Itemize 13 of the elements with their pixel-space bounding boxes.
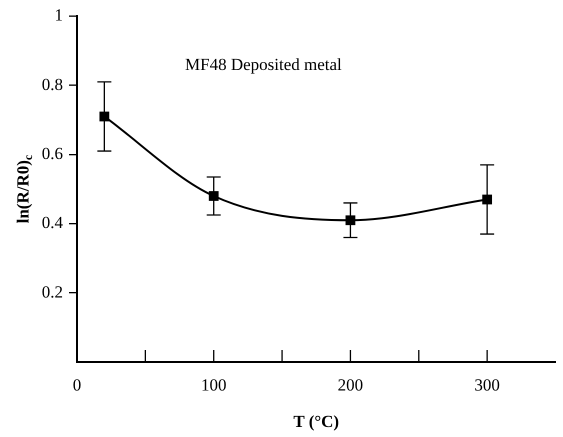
annotation: MF48 Deposited metal [185,55,342,74]
x-tick-label: 200 [338,376,364,395]
x-tick-label: 0 [72,376,82,395]
y-tick-label: 0.8 [42,74,63,94]
x-tick-label: 100 [200,376,226,395]
point [346,215,356,226]
x-axis-title: T (°C) [293,412,340,432]
y-tick-label: 1 [54,6,63,25]
y-axis-title: ln(R/R0)c [13,154,36,224]
y-tick-label: 0.2 [42,282,63,302]
y-tick-label: 0.4 [42,213,64,232]
x-tick-label: 300 [474,376,500,395]
y-tick-label: 0.6 [42,144,63,163]
